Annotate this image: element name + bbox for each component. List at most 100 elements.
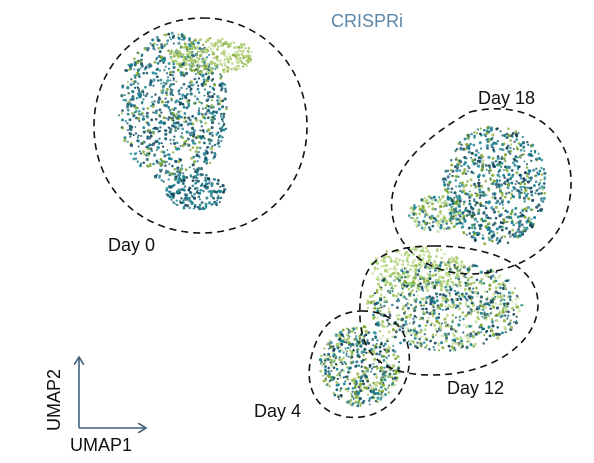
day-12-point	[390, 257, 392, 260]
day-18-point	[479, 132, 482, 136]
day-12-point	[413, 275, 417, 278]
day-0-point	[167, 126, 170, 129]
day-4-point	[343, 337, 346, 341]
day-18-point	[475, 201, 478, 204]
day-4-point	[349, 392, 352, 395]
day-0-point	[171, 196, 175, 200]
day-4-point	[375, 366, 379, 370]
day-4-point	[379, 350, 382, 353]
day-4-point	[375, 381, 379, 384]
day-12-point	[504, 331, 507, 334]
day-12-point	[491, 304, 494, 307]
day-0-point	[188, 166, 191, 169]
day-12-point	[443, 332, 447, 336]
day-0-point	[155, 75, 159, 79]
day-12-point	[417, 324, 422, 328]
day-0-point	[207, 45, 211, 49]
day-18-point	[515, 146, 518, 148]
day-0-point	[156, 38, 160, 42]
day-0-point	[144, 85, 147, 89]
day-0-point	[120, 94, 124, 98]
day-0-point	[175, 141, 179, 145]
day-4-point	[327, 375, 331, 379]
day-12-point	[481, 326, 484, 330]
day-4-point	[387, 391, 391, 394]
day-0-point	[188, 199, 192, 203]
day-12-point	[382, 256, 386, 260]
day-0-point	[205, 182, 208, 186]
day-0-point	[136, 86, 139, 89]
day-18-point	[412, 212, 416, 216]
day-0-point	[138, 95, 142, 99]
day-12-point	[509, 326, 513, 329]
day-12-point	[517, 296, 520, 300]
day-18-point	[451, 174, 454, 177]
cluster-outline-day-18	[390, 108, 572, 275]
day-18-point	[474, 204, 477, 207]
day-12-point	[480, 282, 483, 285]
day-0-point	[218, 39, 222, 43]
day-0-point	[246, 49, 250, 53]
day-0-point	[131, 111, 134, 115]
day-18-point	[488, 229, 493, 233]
day-0-point	[225, 107, 228, 111]
day-12-point	[491, 324, 495, 328]
day-0-point	[216, 95, 220, 99]
day-0-point	[222, 115, 225, 118]
day-12-point	[457, 323, 461, 327]
day-0-point	[208, 132, 212, 136]
day-12-point	[388, 314, 392, 318]
day-18-point	[498, 179, 502, 182]
day-0-point	[183, 46, 186, 49]
day-18-point	[446, 226, 450, 230]
day-0-point	[207, 37, 210, 40]
day-0-point	[141, 102, 143, 105]
day-12-point	[431, 285, 435, 289]
day-4-point	[327, 352, 331, 356]
day-18-point	[487, 232, 491, 235]
day-0-point	[134, 157, 138, 160]
day-0-point	[177, 33, 180, 36]
day-12-point	[416, 341, 419, 344]
day-12-point	[400, 253, 403, 256]
day-0-point	[173, 125, 177, 129]
day-18-point	[542, 196, 546, 201]
day-4-point	[347, 341, 351, 345]
day-12-point	[464, 314, 467, 317]
day-0-point	[206, 98, 210, 102]
day-18-point	[530, 208, 534, 212]
day-0-point	[249, 59, 252, 63]
day-18-point	[418, 206, 421, 209]
day-18-point	[485, 214, 488, 217]
day-0-point	[196, 154, 200, 158]
day-18-point	[527, 197, 531, 201]
day-12-point	[440, 304, 444, 308]
day-0-point	[145, 146, 148, 149]
day-18-point	[517, 156, 519, 159]
day-18-point	[458, 195, 461, 198]
day-0-point	[179, 101, 183, 105]
day-12-point	[427, 257, 431, 260]
day-18-point	[497, 170, 500, 173]
day-18-point	[492, 164, 496, 168]
day-12-point	[469, 289, 472, 293]
day-0-point	[192, 196, 197, 200]
day-18-point	[543, 187, 546, 189]
day-18-point	[477, 178, 480, 182]
day-18-point	[522, 153, 525, 156]
day-4-point	[350, 361, 353, 364]
day-12-point	[504, 286, 508, 290]
day-12-point	[385, 280, 389, 284]
day-18-point	[485, 129, 488, 132]
day-12-point	[406, 256, 409, 260]
day-12-point	[495, 332, 499, 336]
day-0-point	[237, 48, 240, 52]
day-4-point	[374, 383, 378, 388]
day-12-point	[395, 315, 398, 318]
day-0-point	[191, 47, 194, 51]
day-18-point	[454, 174, 458, 178]
day-12-point	[437, 344, 440, 347]
day-0-point	[178, 176, 181, 179]
day-12-point	[465, 304, 468, 307]
day-12-point	[500, 283, 504, 286]
